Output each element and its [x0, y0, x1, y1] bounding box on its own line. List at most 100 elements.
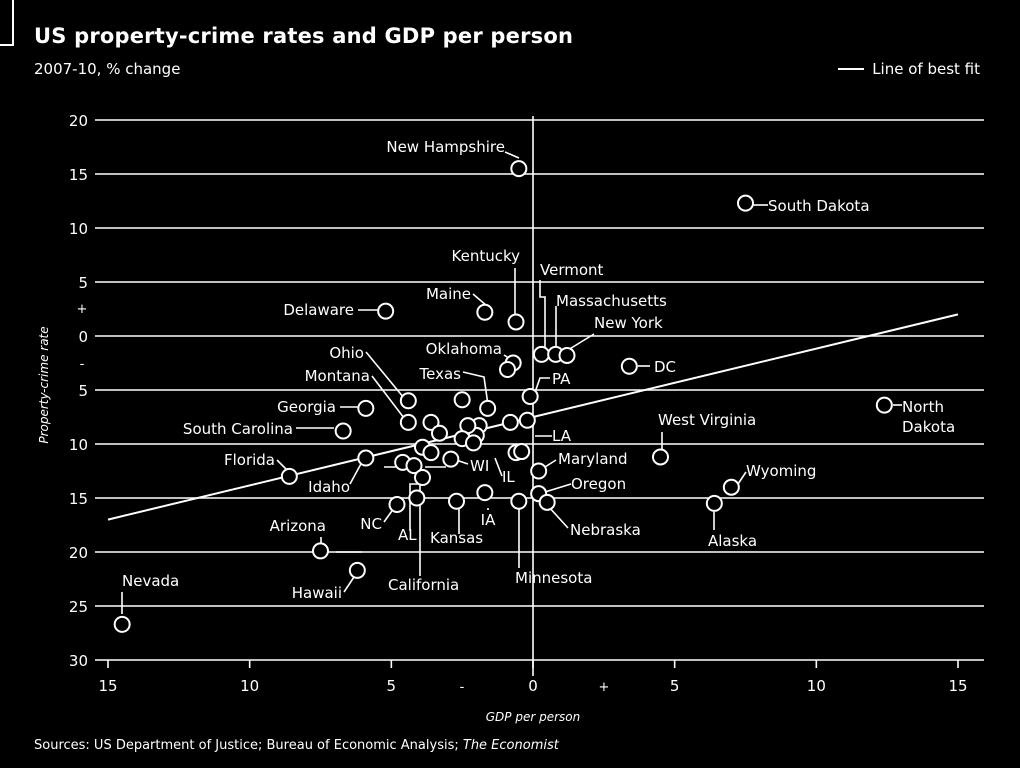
y-tick-label: 25: [69, 598, 88, 616]
data-point: [399, 413, 417, 431]
data-point: [465, 434, 482, 452]
point-label: Vermont: [540, 261, 604, 279]
data-point: [448, 492, 465, 510]
data-point: [479, 399, 497, 417]
data-point: [312, 542, 329, 560]
data-point: [377, 302, 395, 320]
point-label: Georgia: [277, 398, 336, 416]
point-label: Alaska: [708, 532, 757, 550]
data-point: [705, 494, 723, 512]
data-point: [501, 413, 519, 431]
data-point: [513, 443, 531, 461]
source-publisher: The Economist: [462, 738, 559, 753]
data-point: [431, 424, 448, 442]
point-label: Nebraska: [570, 521, 641, 539]
y-axis-label: Property-crime rate: [37, 326, 51, 443]
point-label: AL: [398, 526, 417, 544]
leader-line: [365, 351, 405, 399]
chart-title: US property-crime rates and GDP per pers…: [34, 24, 574, 48]
data-point: [499, 360, 516, 378]
y-tick-label: 20: [69, 544, 88, 562]
legend-label: Line of best fit: [872, 60, 980, 78]
data-point: [280, 467, 298, 485]
point-label: LA: [552, 427, 572, 445]
source-note: Sources: US Department of Justice; Burea…: [34, 738, 559, 753]
data-point: [476, 303, 494, 321]
point-label: Delaware: [283, 301, 354, 319]
leader-line: [737, 471, 747, 485]
leader-line: [409, 483, 420, 531]
point-label: NC: [360, 515, 382, 533]
point-label: Maryland: [558, 450, 628, 468]
y-tick-label: 10: [69, 436, 88, 454]
y-tick-label: 30: [69, 652, 88, 670]
point-label: North Dakota: [902, 398, 955, 436]
leader-line: [544, 483, 572, 493]
leader-line: [371, 375, 405, 419]
leader-line: [494, 457, 503, 477]
data-point: [388, 495, 406, 513]
data-point: [521, 387, 539, 405]
data-point: [357, 399, 375, 417]
point-label: Wyoming: [746, 462, 816, 480]
data-point: [518, 411, 536, 429]
data-point: [399, 392, 417, 410]
data-point: [113, 615, 131, 633]
leader-line: [544, 459, 557, 468]
point-labels: New Hampshire South Dakota Kentucky Vermont…: [122, 138, 955, 602]
data-point: [442, 450, 460, 468]
y-plus-sign: +: [77, 302, 88, 317]
y-minus-sign: -: [80, 357, 85, 372]
legend-line-swatch: [838, 68, 865, 70]
data-point: [422, 413, 440, 431]
data-point: [405, 457, 423, 475]
point-label: Maine: [426, 285, 471, 303]
point-label: New Hampshire: [386, 138, 505, 156]
x-tick-label: 5: [387, 677, 397, 695]
data-point: [334, 422, 352, 440]
y-tick-label: 10: [69, 220, 88, 238]
data-point: [530, 462, 548, 480]
data-point: [737, 194, 754, 212]
data-point: [357, 449, 375, 467]
data-point: [558, 346, 576, 364]
point-label: West Virginia: [658, 411, 756, 429]
point-label: Oklahoma: [426, 340, 502, 358]
point-label: Kentucky: [452, 247, 521, 265]
data-point: [348, 561, 366, 579]
corner-mark: [0, 0, 14, 46]
point-label: Minnesota: [515, 569, 592, 587]
data-points: [113, 160, 893, 633]
point-label: Kansas: [430, 529, 483, 547]
x-tick-label: 15: [98, 677, 117, 695]
point-label: IA: [481, 511, 496, 529]
point-label: Florida: [224, 451, 275, 469]
data-point: [414, 468, 431, 486]
point-label: Hawaii: [292, 584, 342, 602]
point-label: Idaho: [308, 478, 350, 496]
point-label: California: [388, 576, 459, 594]
point-label: Nevada: [122, 572, 179, 590]
y-tick-label: 5: [78, 382, 88, 400]
point-label: PA: [552, 370, 571, 388]
point-label: South Carolina: [183, 420, 293, 438]
source-text: Sources: US Department of Justice; Burea…: [34, 738, 459, 753]
data-point: [538, 493, 556, 511]
leader-line: [349, 461, 363, 485]
x-minus-sign: -: [460, 680, 465, 695]
y-tick-labels: 20 15 10 5 0 5 10 15 20 25 30: [69, 112, 88, 670]
data-point: [510, 160, 528, 178]
data-point: [875, 396, 893, 414]
point-label: New York: [594, 314, 663, 332]
y-tick-label: 15: [69, 166, 88, 184]
data-point: [652, 448, 669, 466]
data-point: [476, 484, 494, 502]
point-label: Montana: [305, 367, 370, 385]
data-point: [722, 478, 740, 496]
point-label: WI: [470, 457, 489, 475]
x-tick-label: 10: [807, 677, 826, 695]
point-label: Texas: [419, 365, 462, 383]
point-label: Oregon: [571, 475, 626, 493]
point-label: Ohio: [329, 344, 364, 362]
data-point: [620, 357, 638, 375]
